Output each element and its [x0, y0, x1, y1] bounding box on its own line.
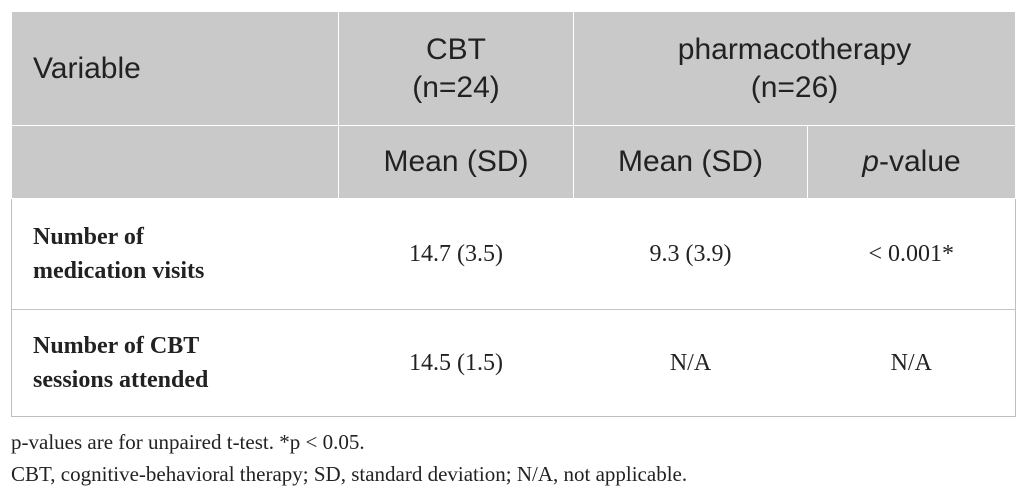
header-cbt-name: CBT [426, 32, 486, 66]
row-label-line2: medication visits [33, 258, 205, 284]
cell-pharmacotherapy-mean-sd: 9.3 (3.9) [573, 198, 808, 310]
header-empty-cell [11, 125, 339, 199]
cell-p-value: N/A [807, 309, 1016, 417]
table-header: Variable CBT (n=24) pharmacotherapy (n=2… [11, 11, 1016, 199]
table-row: Number of CBT sessions attended 14.5 (1.… [11, 309, 1016, 417]
header-pharmacotherapy-group: pharmacotherapy (n=26) [573, 11, 1016, 126]
header-mean-sd-pharmacotherapy: Mean (SD) [573, 125, 808, 199]
row-label-line1: Number of [33, 224, 144, 250]
cell-cbt-mean-sd: 14.5 (1.5) [338, 309, 574, 417]
cell-p-value: < 0.001* [807, 198, 1016, 310]
header-p-suffix: -value [878, 145, 961, 178]
footnote-p-values: p-values are for unpaired t-test. *p < 0… [11, 430, 365, 454]
header-p-letter: p [862, 145, 879, 178]
header-cbt-group: CBT (n=24) [338, 11, 574, 126]
header-cbt-n: (n=24) [412, 70, 500, 104]
row-label: Number of CBT sessions attended [11, 309, 339, 417]
row-label-line2: sessions attended [33, 367, 209, 393]
cell-cbt-mean-sd: 14.7 (3.5) [338, 198, 574, 310]
header-pharmacotherapy-name: pharmacotherapy [677, 32, 912, 66]
results-table: Variable CBT (n=24) pharmacotherapy (n=2… [11, 11, 1016, 417]
header-row-stats: Mean (SD) Mean (SD) p-value [11, 125, 1016, 199]
header-mean-sd-cbt: Mean (SD) [338, 125, 574, 199]
table-row: Number of medication visits 14.7 (3.5) 9… [11, 198, 1016, 310]
row-label: Number of medication visits [11, 198, 339, 310]
footnote-abbreviations: CBT, cognitive-behavioral therapy; SD, s… [11, 462, 688, 486]
table-footnotes: p-values are for unpaired t-test. *p < 0… [11, 426, 1015, 490]
results-table-container: Variable CBT (n=24) pharmacotherapy (n=2… [11, 11, 1016, 417]
header-row-groups: Variable CBT (n=24) pharmacotherapy (n=2… [11, 11, 1016, 126]
header-pharmacotherapy-n: (n=26) [750, 70, 839, 104]
header-variable: Variable [11, 11, 339, 126]
table-body: Number of medication visits 14.7 (3.5) 9… [11, 198, 1016, 417]
cell-pharmacotherapy-mean-sd: N/A [573, 309, 808, 417]
row-label-line1: Number of CBT [33, 333, 200, 359]
header-p-value: p-value [807, 125, 1016, 199]
